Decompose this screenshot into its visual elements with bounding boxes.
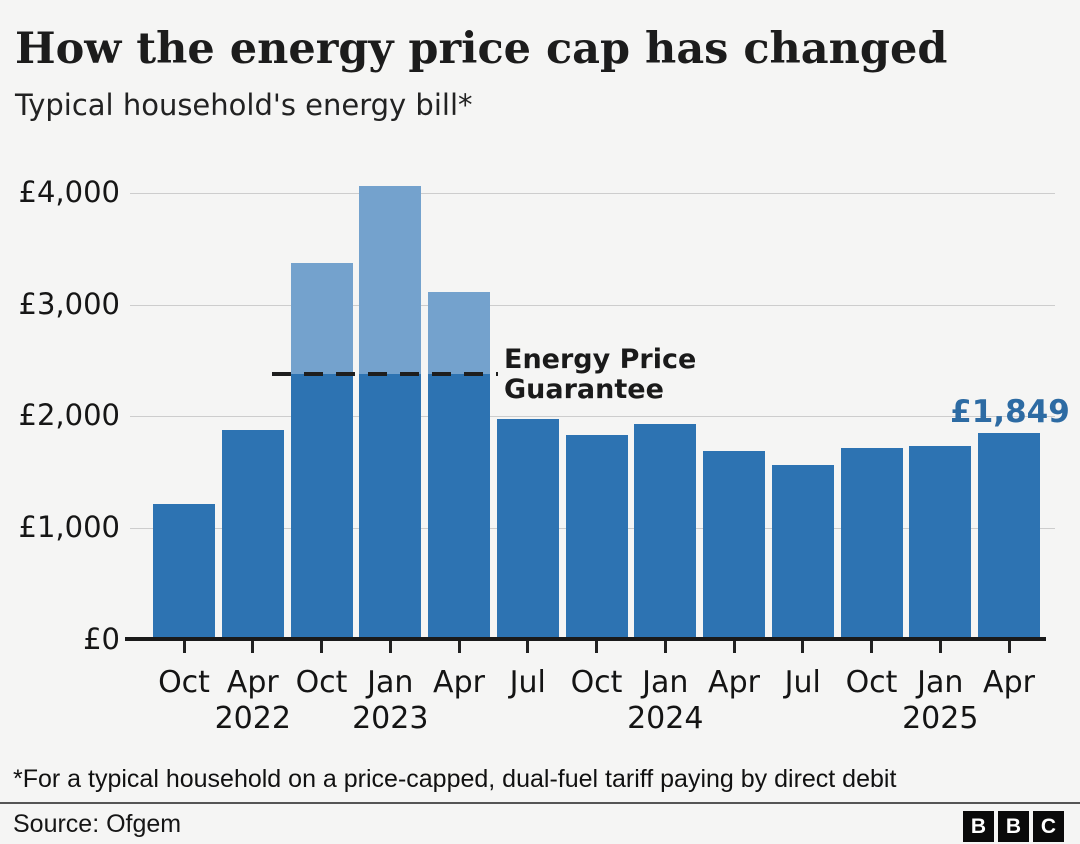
bar-oct (290, 263, 353, 640)
bar-segment (978, 433, 1040, 640)
y-axis-tick-label: £2,000 (18, 398, 120, 433)
chart-footnote: *For a typical household on a price-capp… (13, 765, 897, 793)
bar-segment-above-guarantee (359, 186, 422, 374)
x-axis-year-label: 2022 (214, 701, 291, 736)
y-axis-tick-label: £1,000 (18, 510, 120, 545)
bbc-logo-letter: C (1033, 811, 1064, 842)
bar-jan2025 (909, 445, 972, 640)
chart-subtitle: Typical household's energy bill* (15, 88, 473, 122)
bar-jan2023 (359, 186, 422, 640)
x-axis-month-label: Oct (570, 665, 623, 700)
bar-apr (428, 291, 490, 640)
x-axis-month-label: Oct (158, 665, 210, 700)
bbc-logo: B B C (963, 811, 1064, 842)
bar-segment (359, 373, 422, 640)
x-axis-tick (938, 640, 942, 653)
x-axis-tick (801, 640, 805, 653)
bar-segment (153, 504, 215, 640)
bbc-logo-letter: B (963, 811, 994, 842)
bar-segment (703, 451, 765, 640)
x-axis-month-label: Jan (367, 665, 414, 700)
chart-title: How the energy price cap has changed (15, 24, 948, 74)
x-axis-month-label: Jan (642, 665, 689, 700)
bar-segment-above-guarantee (290, 263, 353, 374)
bar-segment (909, 445, 972, 640)
bar-oct (565, 434, 628, 640)
x-axis-tick (870, 640, 873, 653)
x-axis-month-label: Jul (784, 665, 821, 700)
x-axis-tick (251, 640, 255, 653)
bar-jul (771, 464, 834, 640)
x-axis-tick (182, 640, 186, 653)
x-axis-tick (320, 640, 323, 653)
x-axis-year-label: 2025 (902, 701, 979, 736)
bbc-logo-letter: B (998, 811, 1029, 842)
x-axis-tick (388, 640, 392, 653)
x-axis-tick (732, 640, 736, 653)
x-axis-month-label: Apr (433, 665, 485, 700)
x-axis-month-label: Oct (295, 665, 348, 700)
bar-oct (153, 504, 215, 640)
bar-segment (221, 430, 284, 640)
gridline (130, 416, 1055, 418)
plot-area (128, 170, 1055, 653)
bar-segment (496, 419, 559, 640)
x-axis-tick (457, 640, 461, 653)
bar-segment (771, 464, 834, 640)
bar-jan2024 (634, 424, 697, 640)
bar-segment (565, 434, 628, 640)
bar-oct (840, 448, 903, 640)
y-axis-tick-label: £4,000 (18, 174, 120, 209)
bar-apr (978, 433, 1040, 640)
x-axis-month-label: Oct (845, 665, 898, 700)
bar-segment (634, 424, 697, 640)
x-axis-tick (1007, 640, 1011, 653)
x-axis-tick (663, 640, 667, 653)
bar-segment-above-guarantee (428, 291, 490, 374)
x-axis-year-label: 2023 (352, 701, 429, 736)
x-axis-month-label: Apr (983, 665, 1035, 700)
x-axis-month-label: Apr (226, 665, 279, 700)
gridline (130, 304, 1055, 306)
bar-segment (428, 373, 490, 640)
footer-divider (0, 802, 1080, 804)
bar-jul (496, 419, 559, 640)
x-axis-month-label: Apr (708, 665, 760, 700)
gridline (130, 192, 1055, 194)
energy-price-guarantee-line (272, 371, 498, 376)
x-axis-line (125, 637, 1046, 641)
x-axis-tick (595, 640, 598, 653)
x-axis-month-label: Jul (509, 665, 546, 700)
y-axis-tick-label: £3,000 (18, 286, 120, 321)
source-attribution: Source: Ofgem (13, 810, 182, 838)
bar-apr (703, 451, 765, 640)
bar-segment (290, 373, 353, 640)
bar-apr2022 (221, 430, 284, 640)
bar-segment (840, 448, 903, 640)
latest-cap-value-label: £1,849 (950, 394, 1070, 430)
x-axis-tick (526, 640, 530, 653)
energy-price-guarantee-label: Energy Price Guarantee (504, 344, 697, 406)
x-axis-year-label: 2024 (627, 701, 704, 736)
bars-layer (153, 170, 1040, 640)
y-axis-tick-label: £0 (83, 622, 120, 656)
x-axis-month-label: Jan (917, 665, 964, 700)
